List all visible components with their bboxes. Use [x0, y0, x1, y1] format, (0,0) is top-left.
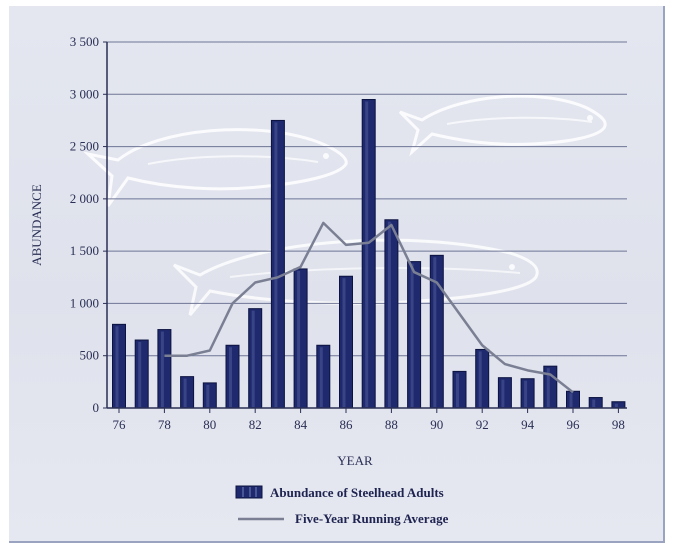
bar-highlight: [251, 310, 255, 407]
running-average: [164, 221, 574, 394]
bar: [134, 339, 149, 409]
x-tick-label: 78: [158, 417, 171, 432]
x-tick-label: 98: [612, 417, 625, 432]
bar-highlight: [410, 263, 414, 407]
bar-highlight: [387, 221, 391, 407]
x-tick-label: 96: [567, 417, 581, 432]
bar: [293, 268, 308, 409]
bar: [429, 254, 444, 409]
fish-watermark-right: [398, 94, 607, 157]
bar-highlight: [524, 380, 528, 407]
bar-highlight: [592, 399, 596, 407]
running-average-line: [164, 221, 574, 394]
x-tick-label: 94: [521, 417, 535, 432]
bars: [112, 99, 626, 409]
bar-highlight: [569, 393, 573, 407]
y-axis-title: ABUNDANCE: [29, 184, 44, 266]
bar-highlight: [138, 342, 142, 407]
y-tick-label: 2 500: [70, 139, 99, 154]
bar-highlight: [433, 257, 437, 407]
bar: [452, 370, 467, 409]
bar: [270, 119, 285, 409]
x-axis-title: YEAR: [337, 453, 373, 468]
bar-highlight: [478, 351, 482, 407]
bar-highlight: [614, 403, 618, 407]
y-tick-label: 3 500: [70, 34, 99, 49]
bar: [384, 219, 399, 409]
axis-labels: 0 500 1 000 1 500 2 000 2 500 3 000 3 500 76 78 80…: [29, 34, 625, 468]
bar: [611, 401, 626, 409]
bar: [339, 275, 353, 409]
x-tick-label: 88: [385, 417, 398, 432]
bar: [180, 376, 195, 409]
y-tick-label: 1 000: [70, 295, 99, 310]
x-tick-label: 86: [340, 417, 354, 432]
legend-label-line: Five-Year Running Average: [295, 511, 449, 526]
bar: [566, 390, 580, 409]
bar-highlight: [546, 368, 550, 407]
bar: [248, 308, 263, 409]
bar-highlight: [183, 378, 187, 407]
x-tick-label: 84: [294, 417, 308, 432]
bar-highlight: [456, 373, 459, 407]
x-tick-label: 76: [113, 417, 127, 432]
chart-panel: [9, 6, 665, 543]
bar: [475, 348, 490, 409]
x-tick-label: 92: [476, 417, 489, 432]
y-tick-label: 0: [93, 400, 100, 415]
bar: [361, 99, 376, 409]
x-tick-label: 80: [203, 417, 216, 432]
bar-highlight: [115, 326, 119, 407]
axes: [103, 41, 627, 413]
bar: [407, 261, 422, 409]
bar-highlight: [319, 347, 323, 407]
bar-highlight: [501, 379, 505, 407]
bar-highlight: [365, 101, 369, 407]
bar-highlight: [160, 331, 164, 407]
bar-highlight: [229, 347, 232, 407]
x-tick-label: 90: [430, 417, 443, 432]
y-tick-label: 500: [80, 348, 100, 363]
y-tick-label: 1 500: [70, 243, 99, 258]
bar: [225, 344, 240, 409]
legend-bar-swatch: [235, 485, 263, 499]
bar-highlight: [274, 122, 278, 407]
bar: [112, 323, 126, 409]
y-tick-label: 3 000: [70, 86, 99, 101]
x-tick-label: 82: [249, 417, 262, 432]
bar-highlight: [342, 278, 346, 407]
bar: [497, 377, 512, 409]
legend-label-bars: Abundance of Steelhead Adults: [270, 485, 444, 500]
bar: [316, 344, 331, 409]
bar: [588, 397, 603, 409]
bar: [520, 378, 535, 409]
y-tick-label: 2 000: [70, 191, 99, 206]
bar-highlight: [297, 270, 301, 407]
bar-highlight: [206, 384, 210, 407]
bar: [202, 382, 217, 409]
fish-watermark-left: [83, 128, 348, 207]
bar: [157, 329, 172, 409]
legend: Abundance of Steelhead Adults Five-Year R…: [235, 485, 449, 526]
